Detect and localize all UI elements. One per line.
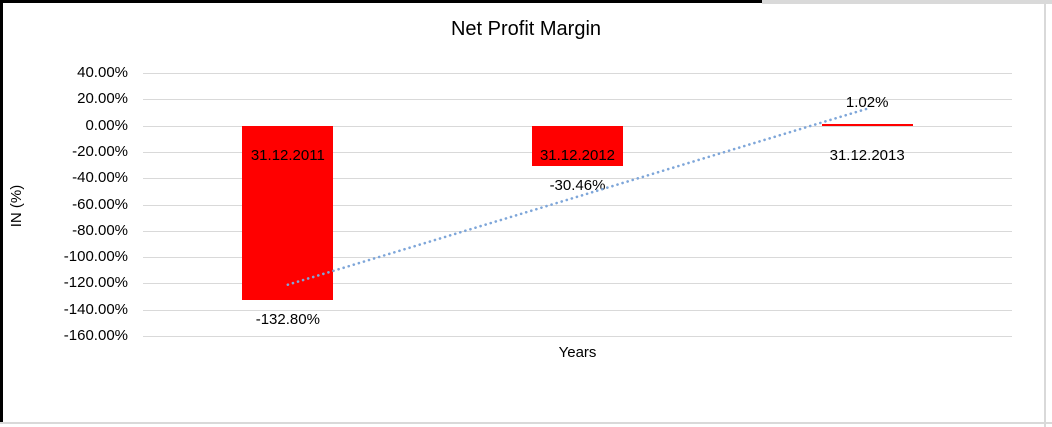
- gridline: [143, 178, 1012, 180]
- data-label: -30.46%: [549, 176, 606, 194]
- frame-border-top-light: [762, 0, 1052, 4]
- data-label: 1.02%: [845, 94, 889, 112]
- y-axis-tick-label: -80.00%: [72, 221, 128, 239]
- gridline: [143, 204, 1012, 206]
- chart-title: Net Profit Margin: [450, 18, 602, 40]
- category-label: 31.12.2011: [250, 147, 325, 164]
- y-axis-tick-label: 0.00%: [85, 116, 128, 134]
- gridline: [143, 99, 1012, 101]
- bar-31.12.2011: [242, 125, 334, 301]
- gridline: [143, 283, 1012, 285]
- bar-31.12.2012: [532, 125, 623, 166]
- y-axis-tick-label: -100.00%: [63, 248, 128, 266]
- bar-31.12.2013: [821, 124, 913, 126]
- trendline-dotted-segment: [286, 107, 869, 287]
- data-label: -132.80%: [255, 311, 320, 329]
- frame-border-right: [1044, 0, 1046, 427]
- y-axis-tick-label: -40.00%: [72, 169, 128, 187]
- frame-border-left: [0, 0, 3, 423]
- y-axis-tick-label: -120.00%: [63, 274, 128, 292]
- gridline: [143, 73, 1012, 74]
- frame-border-bottom: [0, 422, 1052, 424]
- y-axis-tick-label: -20.00%: [72, 142, 128, 160]
- category-label: 31.12.2012: [539, 147, 616, 164]
- gridline: [143, 257, 1012, 259]
- x-axis-title: Years: [558, 344, 597, 361]
- gridline: [143, 230, 1012, 232]
- y-axis-tick-label: 40.00%: [77, 64, 128, 81]
- y-axis-tick-label: -160.00%: [63, 327, 128, 344]
- y-axis-tick-label: -60.00%: [72, 195, 128, 213]
- y-axis-tick-label: -140.00%: [63, 300, 128, 318]
- frame-border-top-dark: [0, 0, 762, 3]
- gridline: [143, 336, 1012, 337]
- gridline: [143, 309, 1012, 311]
- category-label: 31.12.2013: [829, 147, 905, 164]
- y-axis-tick-label: 20.00%: [77, 90, 128, 108]
